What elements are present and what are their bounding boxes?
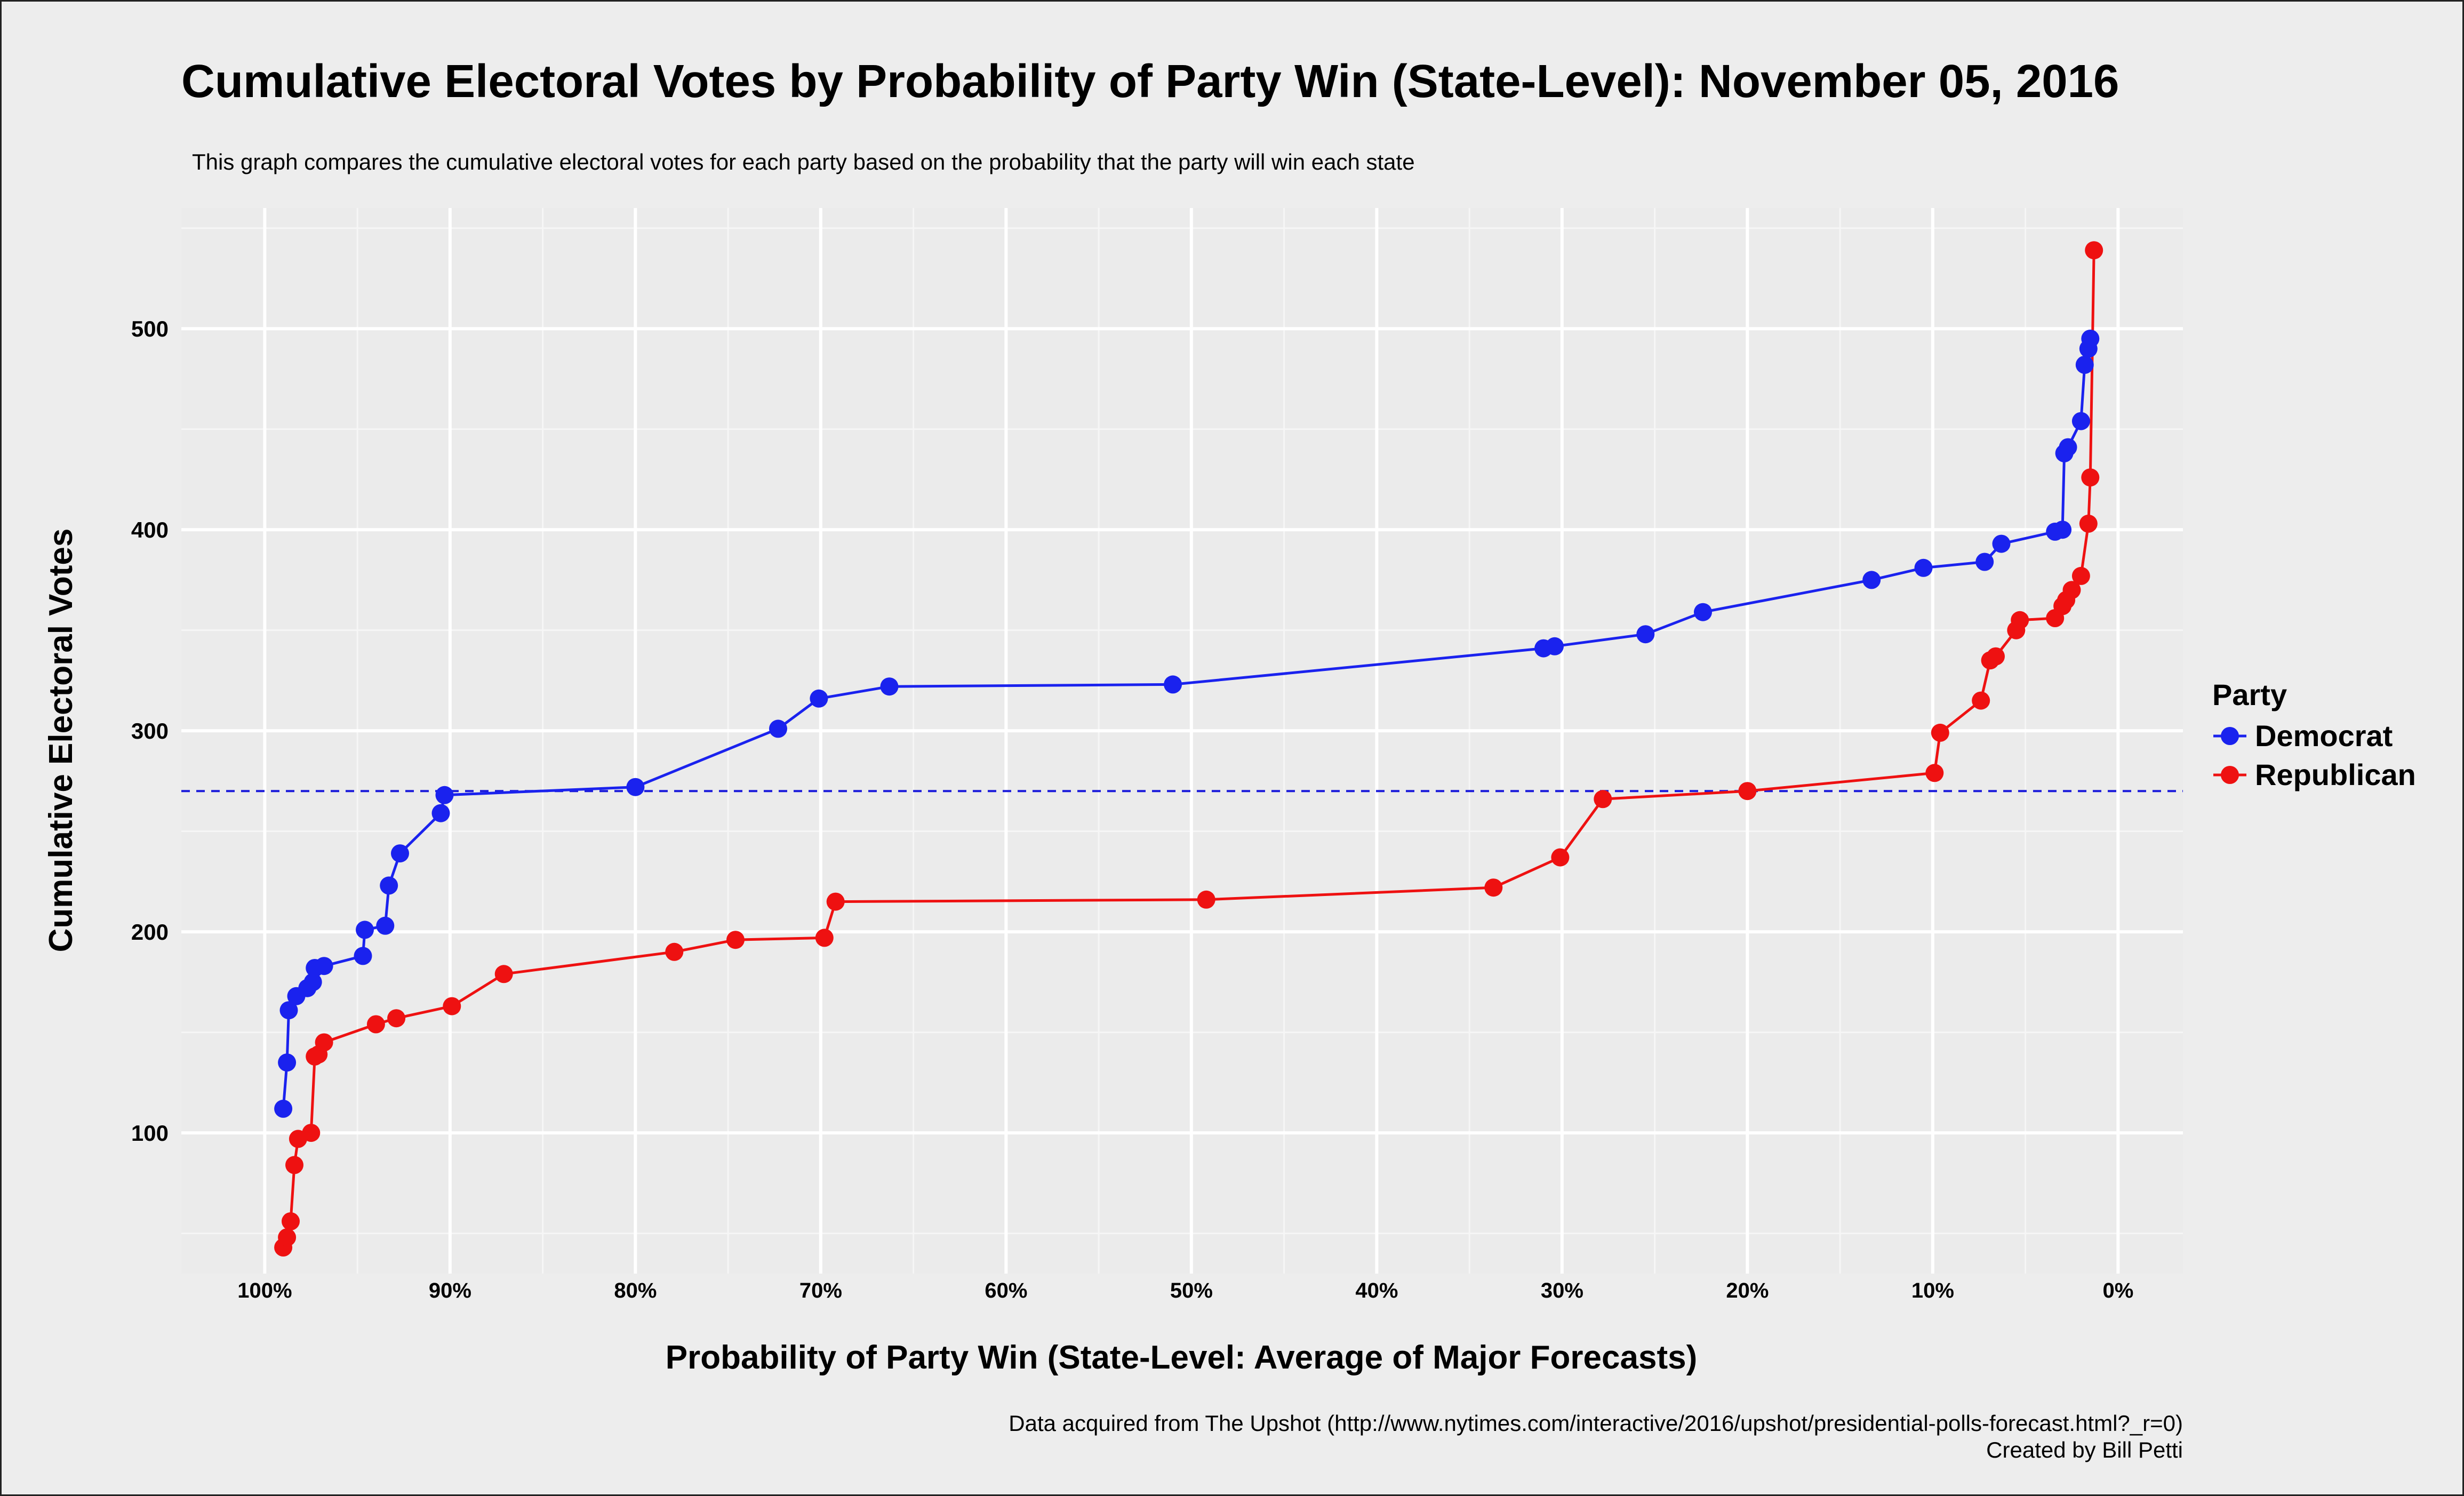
data-point-democrat (279, 1001, 298, 1020)
chart-subtitle: This graph compares the cumulative elect… (192, 149, 1415, 174)
data-point-republican (826, 892, 845, 911)
data-point-democrat (356, 921, 374, 939)
y-axis-label: Cumulative Electoral Votes (43, 529, 79, 953)
x-tick-label: 0% (2102, 1279, 2133, 1302)
data-point-republican (1197, 890, 1215, 909)
x-axis-label: Probability of Party Win (State-Level: A… (666, 1339, 1698, 1376)
data-point-republican (2085, 241, 2103, 260)
data-point-democrat (1914, 558, 1933, 577)
data-point-republican (443, 997, 461, 1015)
data-point-republican (366, 1015, 385, 1034)
x-tick-label: 20% (1726, 1279, 1769, 1302)
data-point-democrat (2075, 356, 2094, 374)
data-point-republican (1551, 848, 1570, 867)
x-tick-label: 60% (985, 1279, 1027, 1302)
data-point-democrat (391, 844, 409, 863)
data-point-republican (1925, 764, 1944, 782)
data-point-republican (1738, 782, 1757, 801)
data-point-democrat (1694, 603, 1712, 621)
data-point-democrat (810, 689, 828, 708)
x-tick-label: 10% (1911, 1279, 1954, 1302)
data-point-democrat (769, 719, 787, 738)
y-tick-label: 300 (131, 718, 169, 743)
data-point-democrat (626, 778, 645, 796)
data-point-democrat (1992, 534, 2011, 553)
x-axis-ticks: 100% 90% 80% 70% 60% 50% 40% 30% 20% 10% 0% (237, 1279, 2133, 1302)
series-points (274, 241, 2103, 1257)
x-tick-label: 100% (237, 1279, 292, 1302)
data-point-republican (2011, 611, 2029, 629)
data-point-democrat (2081, 330, 2100, 348)
y-axis-ticks: 100 200 300 400 500 (131, 316, 169, 1146)
data-point-republican (285, 1156, 303, 1174)
data-point-republican (1484, 878, 1503, 897)
data-point-republican (302, 1124, 321, 1142)
x-tick-label: 50% (1170, 1279, 1213, 1302)
chart-title: Cumulative Electoral Votes by Probabilit… (181, 55, 2119, 107)
legend-label-republican: Republican (2255, 758, 2416, 791)
legend-title: Party (2212, 678, 2287, 711)
data-point-democrat (1975, 553, 1994, 571)
legend: Party Democrat Republican (2212, 678, 2416, 791)
data-point-republican (278, 1228, 297, 1247)
y-tick-label: 500 (131, 316, 169, 341)
legend-label-democrat: Democrat (2255, 719, 2393, 753)
data-point-republican (1931, 723, 1949, 742)
data-point-democrat (2071, 412, 2090, 430)
data-point-democrat (278, 1053, 297, 1072)
data-point-republican (1972, 691, 1990, 710)
data-point-democrat (1164, 675, 1182, 694)
data-point-democrat (376, 916, 395, 935)
data-point-republican (282, 1212, 300, 1230)
x-tick-label: 90% (429, 1279, 471, 1302)
data-point-democrat (1862, 571, 1881, 589)
data-point-democrat (431, 804, 450, 822)
data-point-republican (1594, 790, 1612, 809)
y-tick-label: 400 (131, 517, 169, 542)
data-point-republican (726, 931, 745, 949)
data-point-republican (2079, 514, 2098, 533)
source-note: Data acquired from The Upshot (http://ww… (1009, 1411, 2183, 1436)
data-point-republican (494, 965, 513, 983)
data-point-republican (1987, 647, 2005, 666)
data-point-democrat (2059, 438, 2077, 457)
data-point-democrat (315, 957, 333, 975)
minor-gridlines (181, 208, 2183, 1274)
data-point-democrat (880, 677, 899, 696)
major-gridlines (181, 208, 2183, 1274)
data-point-democrat (1546, 637, 1564, 655)
data-point-republican (2081, 468, 2100, 487)
data-point-republican (2071, 566, 2090, 585)
data-point-democrat (435, 786, 454, 804)
data-point-democrat (2053, 521, 2072, 539)
x-tick-label: 40% (1355, 1279, 1398, 1302)
x-tick-label: 30% (1541, 1279, 1583, 1302)
credit-note: Created by Bill Petti (1986, 1437, 2183, 1462)
x-tick-label: 80% (614, 1279, 657, 1302)
data-point-democrat (274, 1099, 293, 1118)
y-tick-label: 100 (131, 1121, 169, 1146)
data-point-democrat (303, 973, 322, 991)
data-point-democrat (354, 947, 372, 965)
data-point-republican (665, 942, 684, 961)
x-tick-label: 70% (799, 1279, 842, 1302)
data-point-democrat (380, 876, 398, 895)
data-point-republican (2062, 581, 2081, 599)
data-point-republican (815, 929, 834, 947)
plot-panel (181, 208, 2183, 1274)
data-point-democrat (1636, 625, 1655, 644)
y-tick-label: 200 (131, 919, 169, 945)
data-point-republican (315, 1033, 333, 1052)
legend-key-dot-republican (2221, 766, 2239, 784)
legend-key-dot-democrat (2221, 727, 2239, 745)
data-point-republican (387, 1009, 406, 1028)
legend-entries: Democrat Republican (2213, 719, 2416, 791)
